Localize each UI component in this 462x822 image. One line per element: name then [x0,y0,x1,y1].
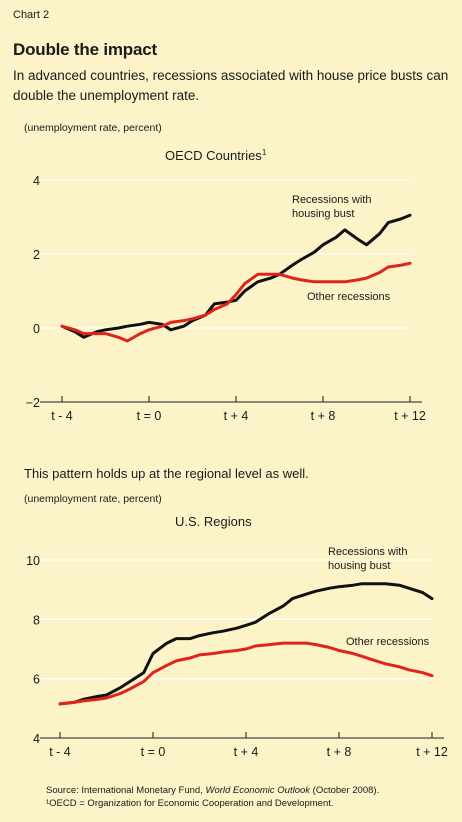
x-tick-label: t - 4 [49,745,71,759]
chart1-unit-label: (unemployment rate, percent) [24,122,162,134]
series-annotation: Other recessions [307,291,391,303]
series-annotation: Other recessions [346,636,430,648]
x-tick-label: t + 4 [234,745,259,759]
x-tick-label: t = 0 [137,409,162,423]
y-tick-label: 2 [33,248,40,262]
y-tick-label: 0 [33,322,40,336]
y-tick-label: −2 [26,396,40,410]
chart2-unit-label: (unemployment rate, percent) [24,493,162,505]
chart-us-regions: U.S. Regions 4 6 8 10 t - 4 t = 0 t + 4 t + 8 t +… [26,514,448,759]
series-annotation: Recessions with [328,546,407,558]
page-subtitle: In advanced countries, recessions associ… [13,68,449,103]
y-tick-label: 8 [33,613,40,627]
chart-title: U.S. Regions [175,514,252,529]
y-tick-label: 4 [33,732,40,746]
x-tick-label: t - 4 [51,409,73,423]
section-text: This pattern holds up at the regional le… [24,466,309,481]
series-line-other-recessions [58,641,434,706]
series-annotation: housing bust [292,208,354,220]
y-tick-label: 10 [26,554,40,568]
x-tick-label: t + 8 [311,409,336,423]
x-tick-label: t + 8 [327,745,352,759]
x-tick-label: t = 0 [141,745,166,759]
series-line-housing-bust [60,213,412,339]
x-tick-label: t + 12 [416,745,448,759]
x-tick-label: t + 12 [394,409,426,423]
source-note: Source: International Monetary Fund, Wor… [46,785,380,809]
page-title: Double the impact [13,40,157,59]
chart-number: Chart 2 [13,9,50,21]
chart-title-superscript: 1 [262,148,267,157]
series-annotation: Recessions with [292,194,371,206]
y-tick-label: 4 [33,174,40,188]
series-line-other-recessions [60,261,412,343]
x-tick-label: t + 4 [224,409,249,423]
series-line-housing-bust [58,582,434,706]
chart-title: OECD Countries1 [165,148,267,163]
series-annotation: housing bust [328,560,390,572]
y-tick-label: 6 [33,673,40,687]
chart-oecd: OECD Countries1 −2 0 2 4 t - 4 t = 0 t + 4 t + 8… [26,148,426,423]
